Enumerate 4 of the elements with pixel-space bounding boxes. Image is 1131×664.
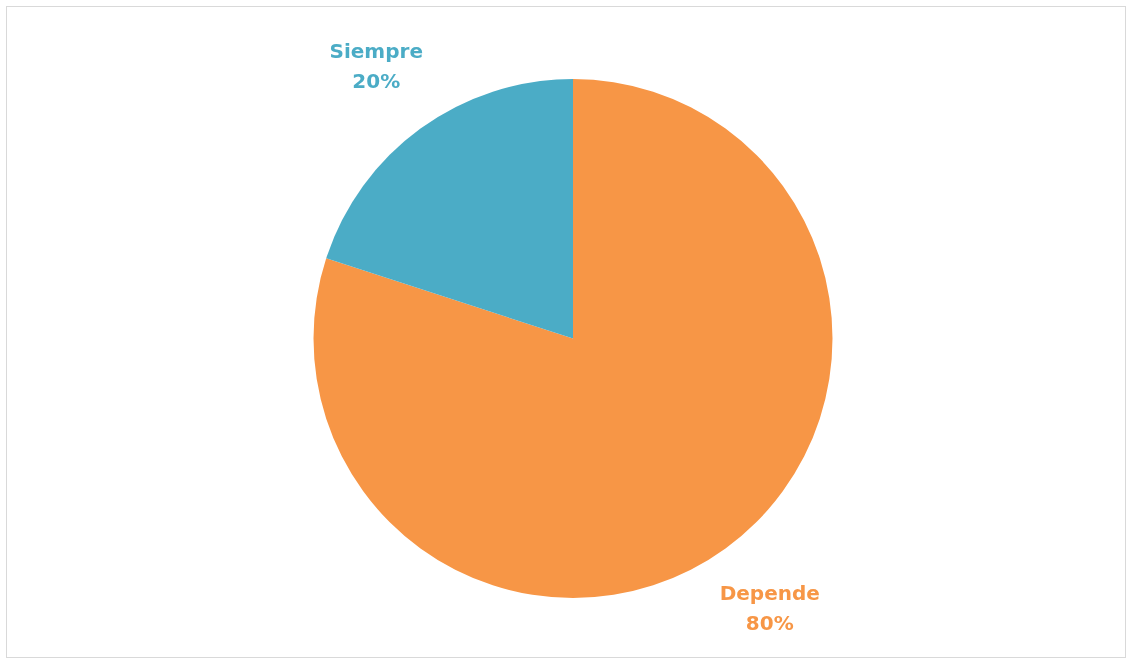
slice-label: Siempre (329, 38, 423, 63)
data-label: 80% (745, 610, 794, 635)
slice-label: Depende (719, 580, 820, 605)
data-label: 20% (352, 68, 401, 93)
